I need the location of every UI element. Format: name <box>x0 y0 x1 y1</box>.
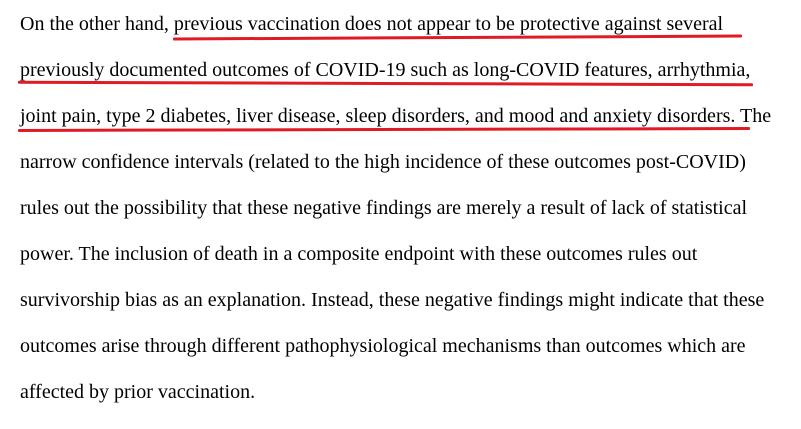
paragraph-line-6: power. The inclusion of death in a compo… <box>20 243 698 265</box>
paragraph-line-7: survivorship bias as an explanation. Ins… <box>20 289 765 311</box>
paragraph-line-5: rules out the possibility that these neg… <box>20 197 748 219</box>
paragraph-line-8: outcomes arise through different pathoph… <box>20 335 746 357</box>
paragraph-line-3: joint pain, type 2 diabetes, liver disea… <box>20 105 772 127</box>
red-underline-annotation-3 <box>17 127 751 132</box>
paragraph-line-2: previously documented outcomes of COVID-… <box>20 59 751 81</box>
paragraph-line-9: affected by prior vaccination. <box>20 381 256 403</box>
paragraph-line-4: narrow confidence intervals (related to … <box>20 151 746 173</box>
paragraph-line-1: On the other hand, previous vaccination … <box>20 13 724 35</box>
